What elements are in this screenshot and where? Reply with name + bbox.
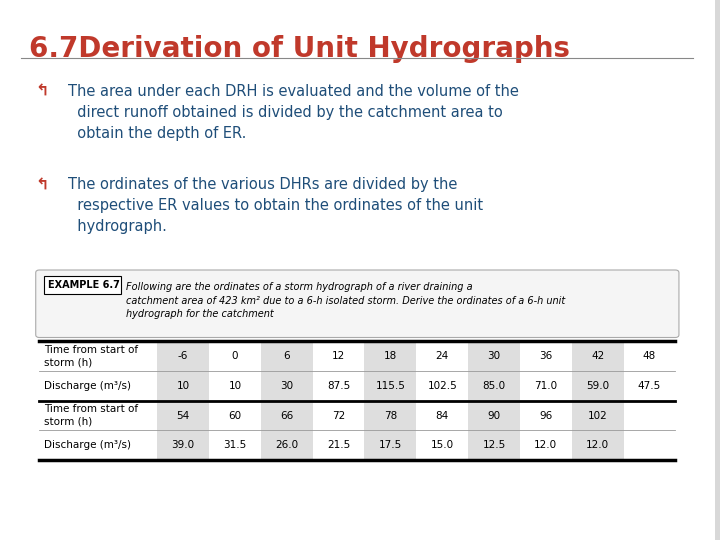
Text: 6: 6 bbox=[284, 351, 290, 361]
Bar bbox=[157, 371, 209, 401]
Text: 31.5: 31.5 bbox=[223, 440, 246, 450]
Text: 42: 42 bbox=[591, 351, 604, 361]
Bar bbox=[261, 430, 312, 460]
Text: 36: 36 bbox=[539, 351, 552, 361]
Text: 0: 0 bbox=[232, 351, 238, 361]
Text: 15.0: 15.0 bbox=[431, 440, 454, 450]
Text: 115.5: 115.5 bbox=[375, 381, 405, 391]
Text: Discharge (m³/s): Discharge (m³/s) bbox=[44, 440, 130, 450]
Bar bbox=[261, 371, 312, 401]
Text: 48: 48 bbox=[643, 351, 656, 361]
Text: 60: 60 bbox=[228, 410, 241, 421]
Text: 30: 30 bbox=[487, 351, 500, 361]
Text: 6.7Derivation of Unit Hydrographs: 6.7Derivation of Unit Hydrographs bbox=[29, 35, 570, 63]
Bar bbox=[364, 371, 416, 401]
Bar bbox=[468, 371, 520, 401]
Bar bbox=[572, 430, 624, 460]
Text: 18: 18 bbox=[384, 351, 397, 361]
Text: 17.5: 17.5 bbox=[379, 440, 402, 450]
Bar bbox=[157, 401, 209, 430]
Text: 78: 78 bbox=[384, 410, 397, 421]
Text: The ordinates of the various DHRs are divided by the
  respective ER values to o: The ordinates of the various DHRs are di… bbox=[68, 177, 483, 234]
Text: 66: 66 bbox=[280, 410, 293, 421]
Bar bbox=[572, 371, 624, 401]
Bar bbox=[261, 341, 312, 371]
Bar bbox=[364, 430, 416, 460]
Text: EXAMPLE 6.7: EXAMPLE 6.7 bbox=[48, 280, 120, 289]
Text: 71.0: 71.0 bbox=[534, 381, 557, 391]
Text: 12.0: 12.0 bbox=[586, 440, 609, 450]
Text: 26.0: 26.0 bbox=[275, 440, 298, 450]
Text: 47.5: 47.5 bbox=[638, 381, 661, 391]
Bar bbox=[572, 341, 624, 371]
Text: The area under each DRH is evaluated and the volume of the
  direct runoff obtai: The area under each DRH is evaluated and… bbox=[68, 84, 519, 141]
Text: ↰: ↰ bbox=[36, 177, 49, 192]
Text: Discharge (m³/s): Discharge (m³/s) bbox=[44, 381, 130, 391]
Text: Time from start of
storm (h): Time from start of storm (h) bbox=[44, 404, 138, 427]
Text: 85.0: 85.0 bbox=[482, 381, 505, 391]
Bar bbox=[364, 401, 416, 430]
Bar bbox=[157, 430, 209, 460]
Text: 12.5: 12.5 bbox=[482, 440, 505, 450]
Bar bbox=[157, 341, 209, 371]
Bar bbox=[364, 341, 416, 371]
Text: 12.0: 12.0 bbox=[534, 440, 557, 450]
Text: 10: 10 bbox=[176, 381, 189, 391]
Text: 84: 84 bbox=[436, 410, 449, 421]
Text: 90: 90 bbox=[487, 410, 500, 421]
Text: 59.0: 59.0 bbox=[586, 381, 609, 391]
Text: ↰: ↰ bbox=[36, 84, 49, 99]
Text: 96: 96 bbox=[539, 410, 552, 421]
Text: 12: 12 bbox=[332, 351, 345, 361]
Bar bbox=[261, 401, 312, 430]
Bar bbox=[468, 430, 520, 460]
Text: 24: 24 bbox=[436, 351, 449, 361]
Text: 10: 10 bbox=[228, 381, 241, 391]
Text: 21.5: 21.5 bbox=[327, 440, 350, 450]
Text: 39.0: 39.0 bbox=[171, 440, 194, 450]
Text: Following are the ordinates of a storm hydrograph of a river draining a
catchmen: Following are the ordinates of a storm h… bbox=[127, 282, 566, 319]
FancyBboxPatch shape bbox=[36, 270, 679, 338]
Text: 102: 102 bbox=[588, 410, 608, 421]
Bar bbox=[468, 401, 520, 430]
Bar bbox=[468, 341, 520, 371]
Text: 87.5: 87.5 bbox=[327, 381, 350, 391]
Text: -6: -6 bbox=[178, 351, 189, 361]
Text: 72: 72 bbox=[332, 410, 345, 421]
FancyBboxPatch shape bbox=[44, 276, 122, 294]
Text: 54: 54 bbox=[176, 410, 190, 421]
Text: 102.5: 102.5 bbox=[428, 381, 457, 391]
Bar bbox=[572, 401, 624, 430]
Text: Time from start of
storm (h): Time from start of storm (h) bbox=[44, 345, 138, 367]
Text: 30: 30 bbox=[280, 381, 293, 391]
